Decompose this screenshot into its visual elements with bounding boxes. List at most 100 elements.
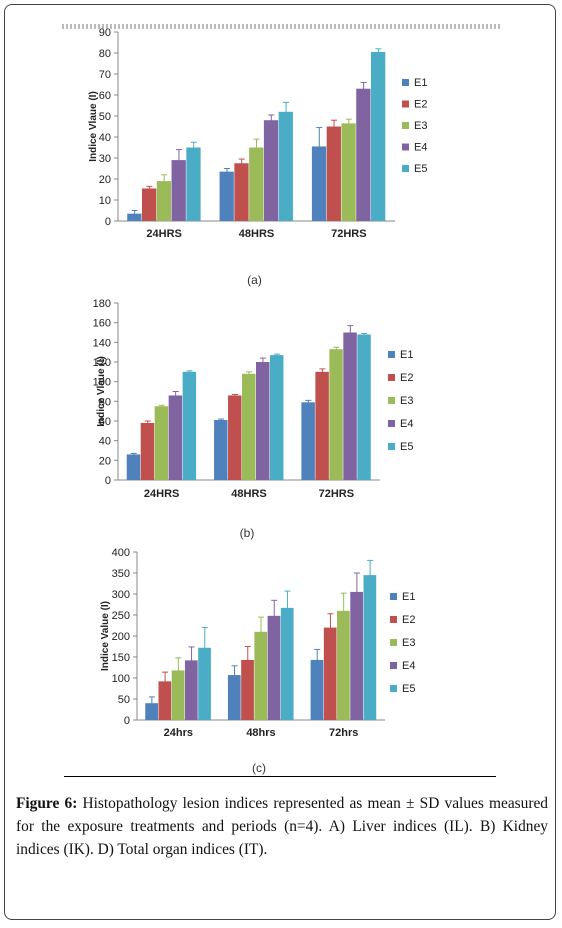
chart-a-liver: 0 10 20 30 40 50 60 70 80 90 Indice Vlaue (I) 24HRS… bbox=[88, 27, 427, 287]
legend-swatch bbox=[388, 443, 395, 450]
legend-swatch bbox=[402, 79, 409, 86]
y-tick-label: 100 bbox=[93, 377, 111, 389]
bar-e3 bbox=[156, 181, 172, 221]
legend-label: E2 bbox=[402, 614, 415, 626]
y-tick-label: 20 bbox=[99, 455, 111, 467]
legend-label: E1 bbox=[402, 591, 415, 603]
bar-e5 bbox=[363, 575, 377, 720]
bar-e2 bbox=[142, 188, 157, 221]
bar-e2 bbox=[323, 627, 337, 720]
y-tick-label: 200 bbox=[112, 631, 130, 643]
bar-e5 bbox=[357, 334, 371, 480]
y-tick-label: 90 bbox=[99, 27, 111, 39]
legend-label: E2 bbox=[400, 372, 413, 384]
y-tick-label: 80 bbox=[99, 396, 111, 408]
y-tick-label: 100 bbox=[112, 673, 130, 685]
y-tick-label: 80 bbox=[99, 48, 111, 60]
legend-swatch bbox=[388, 397, 395, 404]
chart-b-kidney: 0 20 40 60 80 100 120 140 160 180 Indice Vlaue (I)… bbox=[93, 298, 414, 540]
x-category-label: 24HRS bbox=[146, 228, 181, 240]
panel-label: (b) bbox=[240, 526, 255, 540]
y-tick-label: 180 bbox=[93, 298, 111, 310]
bar-e3 bbox=[254, 631, 268, 720]
legend-swatch bbox=[402, 143, 409, 151]
legend-label: E1 bbox=[400, 349, 413, 361]
bar-e2 bbox=[241, 659, 254, 720]
bar-e5 bbox=[182, 371, 197, 480]
x-category-label: 72HRS bbox=[331, 228, 366, 240]
panel-label: (c) bbox=[252, 761, 266, 775]
x-category-label: 48HRS bbox=[231, 488, 266, 500]
y-axis-label: Indice Value (I) bbox=[100, 601, 111, 671]
legend-label: E5 bbox=[414, 163, 427, 175]
bar-e1 bbox=[214, 420, 228, 480]
y-tick-label: 40 bbox=[99, 436, 111, 448]
bar-e4 bbox=[343, 332, 357, 480]
bar-e4 bbox=[356, 88, 371, 221]
legend-swatch bbox=[402, 100, 409, 108]
caption-label: Figure 6: bbox=[16, 795, 78, 812]
bar-e5 bbox=[269, 355, 284, 480]
legend-label: E2 bbox=[414, 99, 427, 111]
legend-label: E3 bbox=[400, 395, 413, 407]
bar-e1 bbox=[126, 454, 141, 480]
legend-label: E4 bbox=[414, 142, 427, 154]
legend-label: E3 bbox=[402, 637, 415, 649]
bar-e2 bbox=[315, 371, 329, 480]
bar-e5 bbox=[370, 51, 386, 222]
legend-swatch bbox=[402, 165, 409, 172]
y-tick-label: 400 bbox=[112, 547, 130, 559]
bar-e3 bbox=[154, 406, 169, 480]
bar-e5 bbox=[280, 607, 294, 720]
caption-text: Histopathology lesion indices represente… bbox=[16, 795, 548, 858]
figure-caption: Figure 6: Histopathology lesion indices … bbox=[16, 792, 548, 861]
bar-e1 bbox=[301, 402, 315, 480]
y-tick-label: 0 bbox=[124, 715, 130, 727]
y-axis-label: Indice Vlaue (I) bbox=[88, 91, 99, 162]
chart-c-total: 0 50 100 150 200 250 300 350 400 Indice Value (I)… bbox=[100, 547, 415, 775]
y-tick-label: 70 bbox=[99, 69, 111, 81]
legend-label: E5 bbox=[402, 683, 415, 695]
caption-divider bbox=[64, 776, 496, 777]
y-tick-label: 10 bbox=[99, 195, 111, 207]
y-tick-label: 160 bbox=[93, 318, 111, 330]
legend-swatch bbox=[388, 420, 395, 427]
bar-e4 bbox=[255, 362, 270, 480]
x-category-label: 24hrs bbox=[164, 727, 193, 739]
bar-e3 bbox=[171, 670, 185, 720]
y-tick-label: 40 bbox=[99, 132, 111, 144]
bar-e2 bbox=[158, 681, 172, 720]
legend-label: E3 bbox=[414, 120, 427, 132]
bar-e5 bbox=[186, 147, 201, 221]
y-tick-label: 50 bbox=[118, 694, 130, 706]
x-category-label: 72HRS bbox=[319, 488, 354, 500]
panel-label: (a) bbox=[247, 273, 262, 287]
bar-e4 bbox=[263, 120, 279, 221]
y-tick-label: 140 bbox=[93, 337, 111, 349]
y-tick-label: 250 bbox=[112, 610, 130, 622]
y-tick-label: 120 bbox=[93, 357, 111, 369]
y-tick-label: 300 bbox=[112, 589, 130, 601]
x-category-label: 72hrs bbox=[329, 727, 358, 739]
legend-label: E1 bbox=[414, 77, 427, 89]
bar-e4 bbox=[350, 591, 364, 720]
x-category-label: 24HRS bbox=[144, 488, 179, 500]
y-tick-label: 0 bbox=[105, 216, 111, 228]
y-tick-label: 60 bbox=[99, 90, 111, 102]
x-category-label: 48hrs bbox=[246, 727, 275, 739]
bar-e1 bbox=[145, 703, 158, 720]
x-category-label: 48HRS bbox=[239, 228, 274, 240]
y-tick-label: 350 bbox=[112, 568, 130, 580]
bar-e5 bbox=[278, 111, 293, 221]
bar-e2 bbox=[140, 422, 155, 480]
bar-e2 bbox=[228, 395, 242, 480]
y-tick-label: 20 bbox=[99, 174, 111, 186]
legend-swatch bbox=[388, 351, 395, 358]
bar-e1 bbox=[227, 675, 241, 720]
y-axis-label: Indice Vlaue (I) bbox=[96, 356, 107, 427]
y-tick-label: 150 bbox=[112, 652, 130, 664]
bar-e1 bbox=[311, 146, 327, 221]
bar-e2 bbox=[234, 163, 249, 221]
top-decorative-strip bbox=[62, 24, 500, 29]
legend-swatch bbox=[402, 122, 409, 129]
